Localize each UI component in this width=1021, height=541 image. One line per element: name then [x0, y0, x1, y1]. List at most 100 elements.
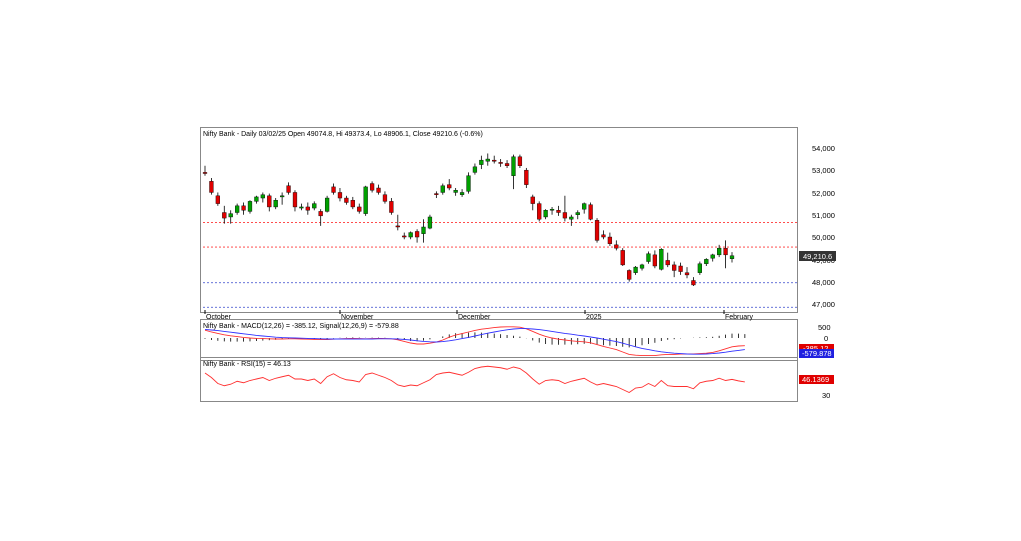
candle-body: [382, 194, 388, 202]
candle-body: [633, 266, 638, 273]
candle-body: [389, 201, 394, 213]
candle-body: [357, 206, 362, 212]
y-tick-label: 47,000: [812, 300, 835, 309]
candle-body: [241, 205, 246, 211]
candle-body: [247, 201, 253, 212]
x-label-february: February: [725, 314, 754, 321]
candle-body: [292, 192, 298, 208]
candle-body: [549, 208, 555, 211]
candle-body: [408, 232, 413, 238]
y-tick-label: 48,000: [812, 278, 835, 287]
rsi-y-tick-label: 30: [822, 391, 830, 400]
candle-body: [697, 263, 702, 273]
candle-body: [273, 200, 278, 208]
candle-body: [556, 210, 561, 213]
candle-body: [350, 200, 355, 208]
candle-body: [235, 205, 240, 213]
candle-body: [639, 264, 645, 269]
macd-y-tick-label: 500: [818, 323, 831, 332]
candle-body: [222, 212, 227, 219]
y-tick-label: 50,000: [812, 233, 835, 242]
price-title: Nifty Bank - Daily 03/02/25 Open 49074.8…: [203, 131, 483, 138]
x-label-2025: 2025: [586, 314, 602, 321]
candle-body: [318, 211, 323, 217]
x-label-november: November: [341, 314, 374, 321]
candle-body: [665, 260, 670, 266]
macd-panel-frame: [200, 319, 798, 361]
candle-body: [646, 253, 651, 262]
candle-body: [267, 195, 272, 208]
signal-value-label: -579.878: [802, 349, 832, 358]
candle-body: [286, 185, 291, 193]
candle-body: [537, 203, 542, 220]
candle-body: [466, 175, 471, 192]
macd-value-badge: [799, 344, 834, 352]
candle-body: [607, 236, 613, 244]
candle-body: [594, 220, 600, 241]
candle-body: [279, 195, 285, 198]
candle-body: [337, 192, 343, 199]
candle-body: [485, 158, 490, 162]
rsi-value-badge: [799, 375, 834, 384]
candle-body: [427, 216, 433, 229]
candle-body: [723, 247, 728, 256]
last-price-badge: [799, 251, 836, 261]
candle-body: [729, 255, 735, 259]
candle-body: [209, 181, 214, 193]
candle-body: [704, 259, 709, 264]
signal-value-badge: [799, 349, 834, 358]
candle-body: [627, 270, 632, 280]
y-tick-label: 53,000: [812, 166, 835, 175]
candle-body: [659, 249, 664, 270]
candle-body: [620, 250, 625, 266]
candle-body: [582, 203, 587, 210]
y-tick-label: 54,000: [812, 144, 835, 153]
candle-body: [459, 192, 465, 195]
candle-body: [324, 197, 330, 212]
candle-body: [479, 159, 484, 165]
y-tick-label: 51,000: [812, 211, 835, 220]
candle-body: [614, 244, 619, 249]
candle-body: [369, 183, 375, 191]
macd-value-label: -385.12: [803, 344, 828, 353]
candle-body: [588, 204, 593, 220]
x-axis-labels: October November December 2025 February: [204, 310, 754, 321]
price-panel-frame: [200, 127, 798, 313]
candle-body: [414, 231, 420, 238]
candle-body: [440, 185, 445, 193]
candle-body: [672, 264, 677, 271]
candle-body: [652, 254, 658, 267]
candle-body: [511, 156, 516, 176]
candle-body: [344, 197, 349, 203]
rsi-value-label: 46.1369: [802, 375, 829, 384]
macd-title: Nifty Bank - MACD(12,26) = -385.12, Sign…: [203, 323, 399, 330]
candle-body: [717, 247, 722, 256]
candle-body: [517, 156, 523, 166]
candle-body: [254, 196, 259, 202]
candle-body: [524, 169, 529, 185]
candle-body: [421, 226, 426, 234]
y-tick-label: 52,000: [812, 189, 835, 198]
candle-body: [260, 194, 265, 199]
candle-body: [331, 186, 336, 193]
rsi-layer: [204, 365, 745, 394]
signal-line: [204, 328, 745, 355]
candle-body: [492, 159, 497, 162]
candle-body: [569, 216, 574, 220]
candle-body: [434, 193, 439, 195]
candles-layer: [202, 153, 735, 287]
candle-body: [691, 280, 696, 286]
candle-body: [684, 272, 690, 276]
candle-body: [376, 187, 381, 193]
candle-body: [202, 172, 208, 174]
rsi-title: Nifty Bank - RSI(15) = 46.13: [203, 361, 291, 368]
candle-body: [312, 203, 317, 209]
candle-body: [575, 212, 580, 215]
candle-body: [453, 190, 458, 193]
candle-body: [305, 206, 310, 211]
candle-body: [402, 235, 407, 238]
x-label-october: October: [206, 314, 232, 321]
rsi-panel-frame: [200, 357, 798, 402]
candle-body: [601, 234, 606, 238]
